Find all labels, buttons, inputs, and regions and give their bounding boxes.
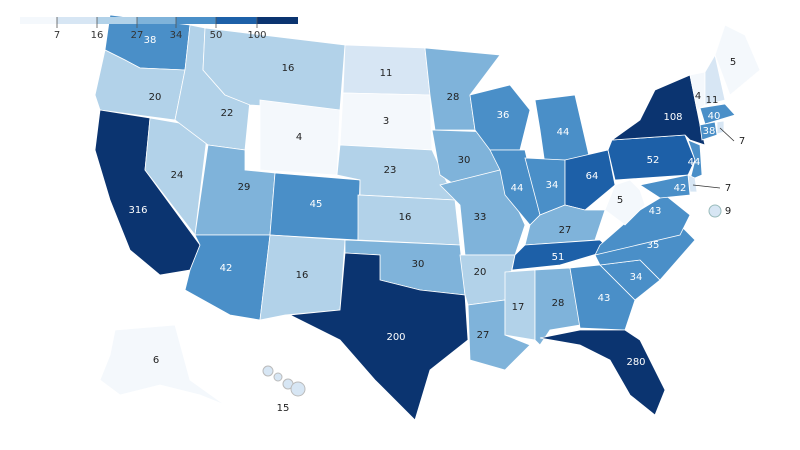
callout (719, 127, 735, 142)
region-label: 27 (477, 330, 490, 341)
region (708, 204, 722, 218)
region-label: 24 (171, 170, 184, 181)
region-label: 3 (383, 116, 389, 127)
region (704, 53, 726, 106)
legend-swatch (216, 17, 257, 24)
region (699, 121, 718, 141)
region (539, 329, 666, 416)
region-label: 45 (310, 199, 323, 210)
region-label: 280 (626, 357, 645, 368)
region-label: 44 (557, 127, 570, 138)
region (714, 24, 761, 96)
region-label: 52 (647, 155, 660, 166)
region-label: 38 (144, 35, 157, 46)
region-label: 16 (282, 63, 295, 74)
legend-swatch (176, 17, 216, 24)
legend-tick-label: 34 (170, 30, 183, 41)
region-label: 51 (552, 252, 565, 263)
region (604, 179, 646, 226)
region (290, 381, 306, 397)
region (273, 372, 283, 382)
region-label: 20 (474, 267, 487, 278)
region-label: 44 (511, 183, 524, 194)
region-label: 11 (706, 95, 719, 106)
region (564, 149, 616, 211)
region-label: 43 (649, 206, 662, 217)
region-label: 34 (546, 180, 559, 191)
legend-swatch (97, 17, 137, 24)
region-label: 5 (730, 57, 736, 68)
region-label: 34 (630, 272, 643, 283)
region-label: 64 (586, 171, 599, 182)
legend-tick-label: 50 (210, 30, 223, 41)
region-label: 36 (497, 110, 510, 121)
region-label: 40 (708, 111, 721, 122)
region-label: 15 (277, 403, 290, 414)
region (610, 74, 706, 146)
region (716, 120, 725, 135)
region-label: 4 (296, 132, 302, 143)
region-label: 33 (474, 212, 487, 223)
region (699, 103, 736, 125)
legend-swatch (257, 17, 298, 24)
region (638, 174, 691, 199)
region-label: 9 (725, 206, 731, 217)
region-label: 17 (512, 302, 525, 313)
region-label: 7 (739, 136, 745, 147)
legend-swatch (57, 17, 97, 24)
region-label: 108 (663, 112, 682, 123)
region (687, 139, 703, 181)
region-label: 38 (703, 126, 716, 137)
legend-tick-label: 100 (247, 30, 266, 41)
region-label: 43 (598, 293, 611, 304)
region (262, 365, 274, 377)
region-label: 44 (688, 157, 701, 168)
region (569, 264, 636, 331)
region-label: 42 (674, 183, 687, 194)
region-label: 5 (617, 195, 623, 206)
region-label: 28 (447, 92, 460, 103)
region-label: 11 (380, 68, 393, 79)
region-label: 28 (552, 298, 565, 309)
region-label: 16 (296, 270, 309, 281)
region-label: 23 (384, 165, 397, 176)
region (288, 252, 469, 421)
region-label: 29 (238, 182, 251, 193)
legend-tick-label: 7 (54, 30, 60, 41)
region (99, 324, 226, 406)
region-label: 4 (695, 91, 701, 102)
callout (692, 184, 721, 189)
region-label: 316 (128, 205, 147, 216)
region-label: 42 (220, 263, 233, 274)
legend-swatch (20, 17, 57, 24)
region-label: 7 (725, 183, 731, 194)
region-label: 20 (149, 92, 162, 103)
region-label: 27 (559, 225, 572, 236)
region-label: 30 (458, 155, 471, 166)
region-label: 6 (153, 355, 159, 366)
region-label: 30 (412, 259, 425, 270)
legend-swatch (137, 17, 176, 24)
region-label: 16 (399, 212, 412, 223)
legend-tick-label: 16 (91, 30, 104, 41)
region-label: 35 (647, 240, 660, 251)
legend-tick-label: 27 (131, 30, 144, 41)
region-label: 22 (221, 108, 234, 119)
region-label: 200 (386, 332, 405, 343)
